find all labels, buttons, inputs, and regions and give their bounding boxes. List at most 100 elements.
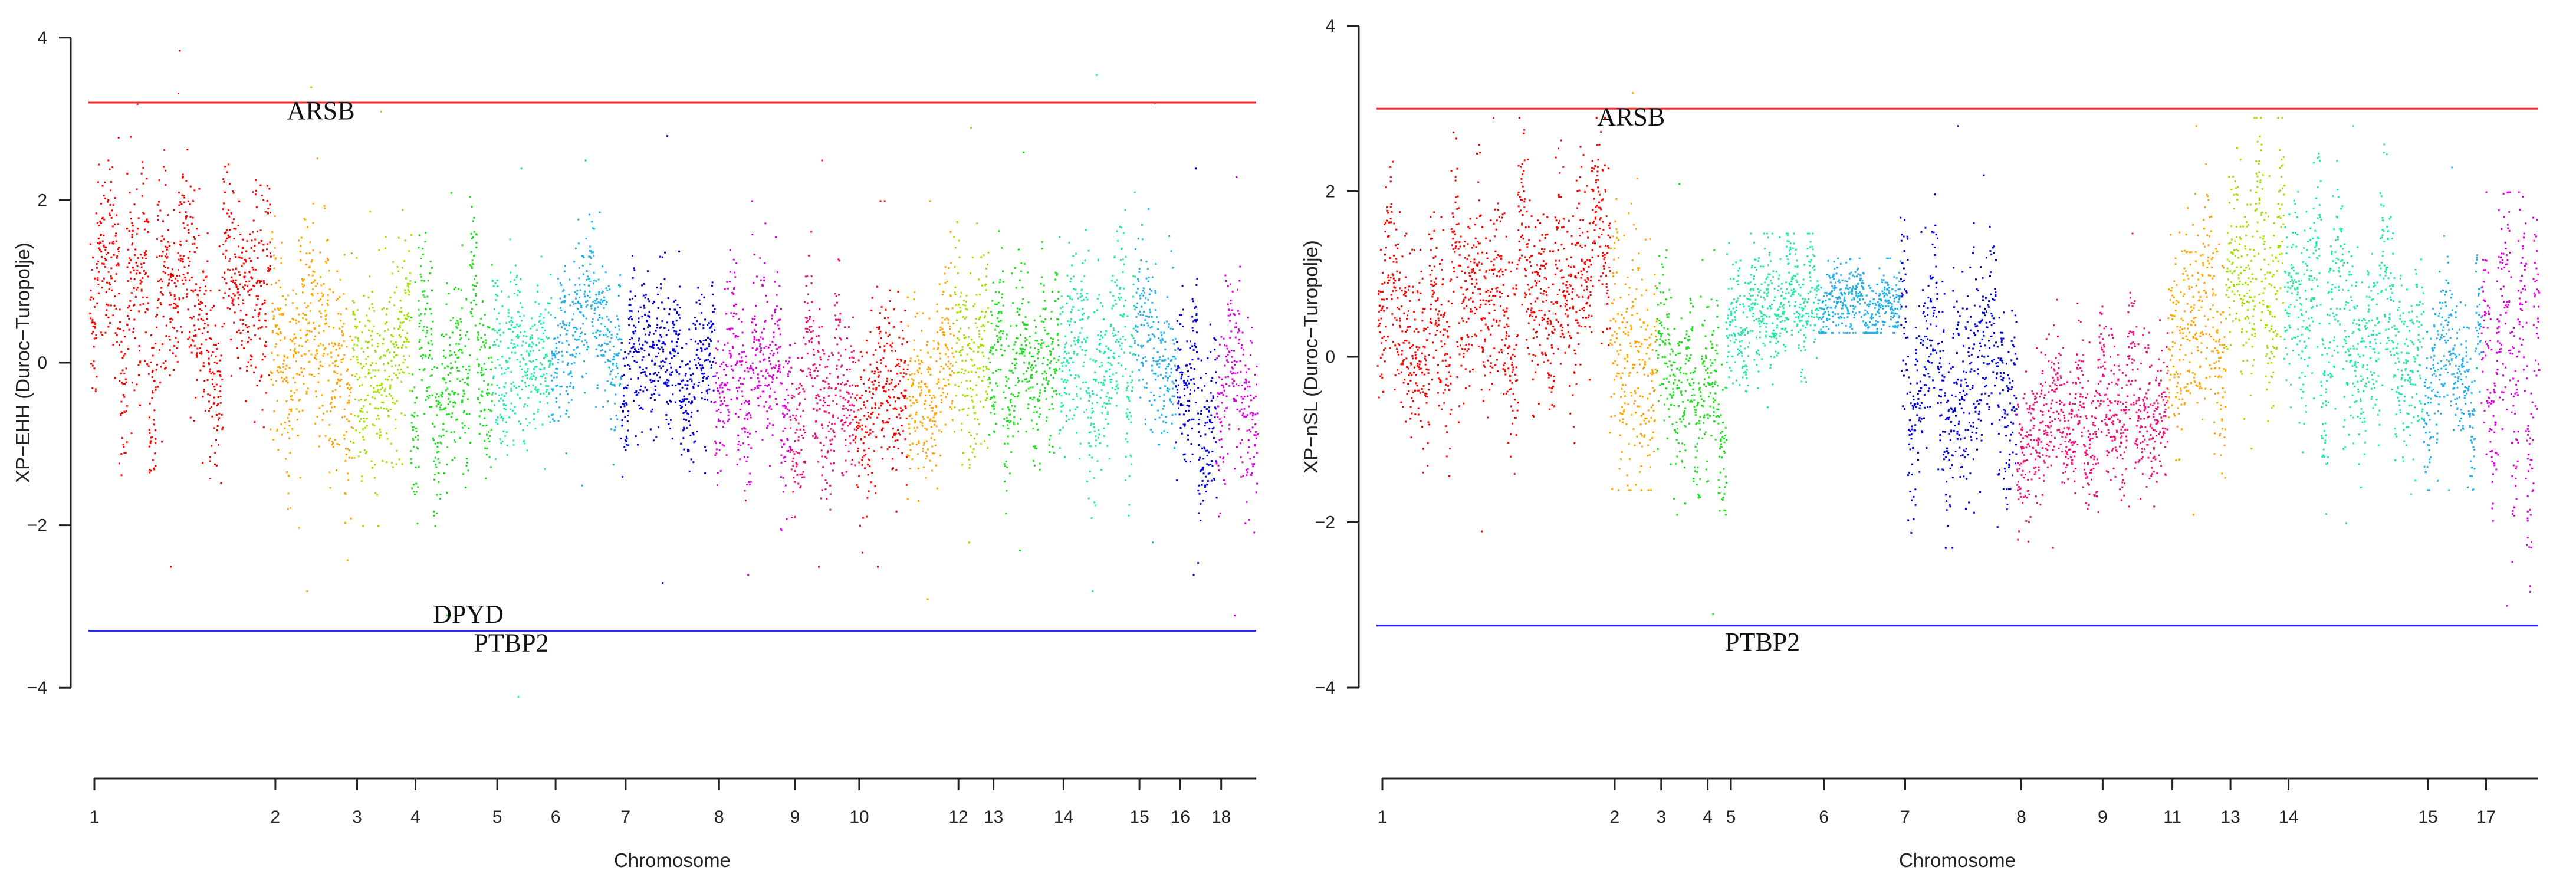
snp-point <box>990 311 992 313</box>
snp-point <box>791 449 793 451</box>
snp-point <box>818 343 820 344</box>
snp-point <box>876 286 878 288</box>
snp-point <box>834 293 836 295</box>
snp-point <box>627 385 629 386</box>
snp-point <box>852 419 854 421</box>
snp-point <box>994 413 995 415</box>
snp-point <box>842 424 844 426</box>
snp-point <box>889 446 891 448</box>
snp-point <box>933 340 935 342</box>
snp-point <box>386 432 387 434</box>
snp-point <box>356 326 358 327</box>
snp-point <box>538 303 540 305</box>
snp-point <box>134 249 136 251</box>
snp-point <box>201 318 202 320</box>
snp-point <box>863 369 865 371</box>
snp-point <box>182 280 183 281</box>
snp-point <box>869 465 870 467</box>
snp-point <box>941 399 942 401</box>
snp-point <box>837 383 839 385</box>
snp-point <box>936 304 938 305</box>
snp-point <box>136 383 137 385</box>
snp-point <box>741 403 742 405</box>
snp-point <box>797 357 799 359</box>
snp-point <box>726 328 728 330</box>
snp-point <box>783 366 784 368</box>
snp-point <box>850 409 852 411</box>
snp-point <box>480 410 482 412</box>
snp-point <box>732 316 734 317</box>
snp-point <box>543 374 545 376</box>
snp-point <box>488 409 489 410</box>
snp-point <box>92 365 94 367</box>
snp-point <box>429 395 431 396</box>
snp-point <box>278 280 280 281</box>
snp-point <box>508 357 510 359</box>
snp-point <box>364 376 366 378</box>
snp-point <box>863 449 865 451</box>
snp-point <box>109 242 110 244</box>
snp-point <box>573 362 575 364</box>
snp-point <box>912 396 914 398</box>
snp-point <box>556 401 557 403</box>
snp-point <box>860 379 862 380</box>
snp-point <box>802 410 804 412</box>
snp-point <box>649 325 651 327</box>
snp-point <box>944 273 946 275</box>
snp-point <box>326 262 327 264</box>
snp-point <box>176 275 178 277</box>
snp-point <box>492 377 494 379</box>
snp-point <box>251 247 252 249</box>
snp-point <box>472 263 474 265</box>
snp-point <box>989 382 991 384</box>
snp-point <box>201 310 203 311</box>
snp-point <box>911 378 913 380</box>
snp-point <box>482 300 484 302</box>
chromosome-4-points <box>410 192 494 617</box>
snp-point <box>419 369 420 370</box>
snp-point <box>895 350 896 352</box>
snp-point <box>742 396 744 397</box>
snp-point <box>226 238 228 239</box>
snp-point <box>160 287 162 289</box>
snp-point <box>978 423 980 425</box>
snp-point <box>977 367 978 369</box>
snp-point <box>93 360 95 362</box>
snp-point <box>750 367 752 369</box>
snp-point <box>338 380 340 382</box>
snp-point <box>295 337 297 339</box>
snp-point <box>232 269 234 271</box>
snp-point <box>647 326 649 328</box>
snp-point <box>395 428 397 429</box>
snp-point <box>660 287 662 289</box>
snp-point <box>188 201 189 202</box>
snp-point <box>560 307 561 309</box>
snp-point <box>931 426 932 428</box>
snp-point <box>267 208 269 209</box>
snp-point <box>974 418 976 420</box>
snp-point <box>968 327 970 329</box>
snp-point <box>514 406 516 408</box>
snp-point <box>737 464 738 465</box>
snp-point <box>270 428 271 430</box>
snp-point <box>101 256 103 258</box>
snp-point <box>934 397 936 399</box>
snp-point <box>444 367 446 369</box>
snp-point <box>724 344 725 346</box>
snp-point <box>343 434 345 436</box>
snp-point <box>213 402 215 404</box>
snp-point <box>806 317 808 319</box>
snp-point <box>776 403 778 405</box>
snp-point <box>879 312 881 314</box>
snp-point <box>725 374 727 376</box>
snp-point <box>541 364 543 366</box>
snp-point <box>152 459 154 461</box>
snp-point <box>339 347 340 349</box>
snp-point <box>265 320 267 321</box>
snp-point <box>836 343 838 345</box>
snp-point <box>916 399 918 401</box>
snp-point <box>533 419 535 420</box>
snp-point <box>695 341 696 343</box>
snp-point <box>113 243 114 245</box>
snp-point <box>895 440 896 442</box>
